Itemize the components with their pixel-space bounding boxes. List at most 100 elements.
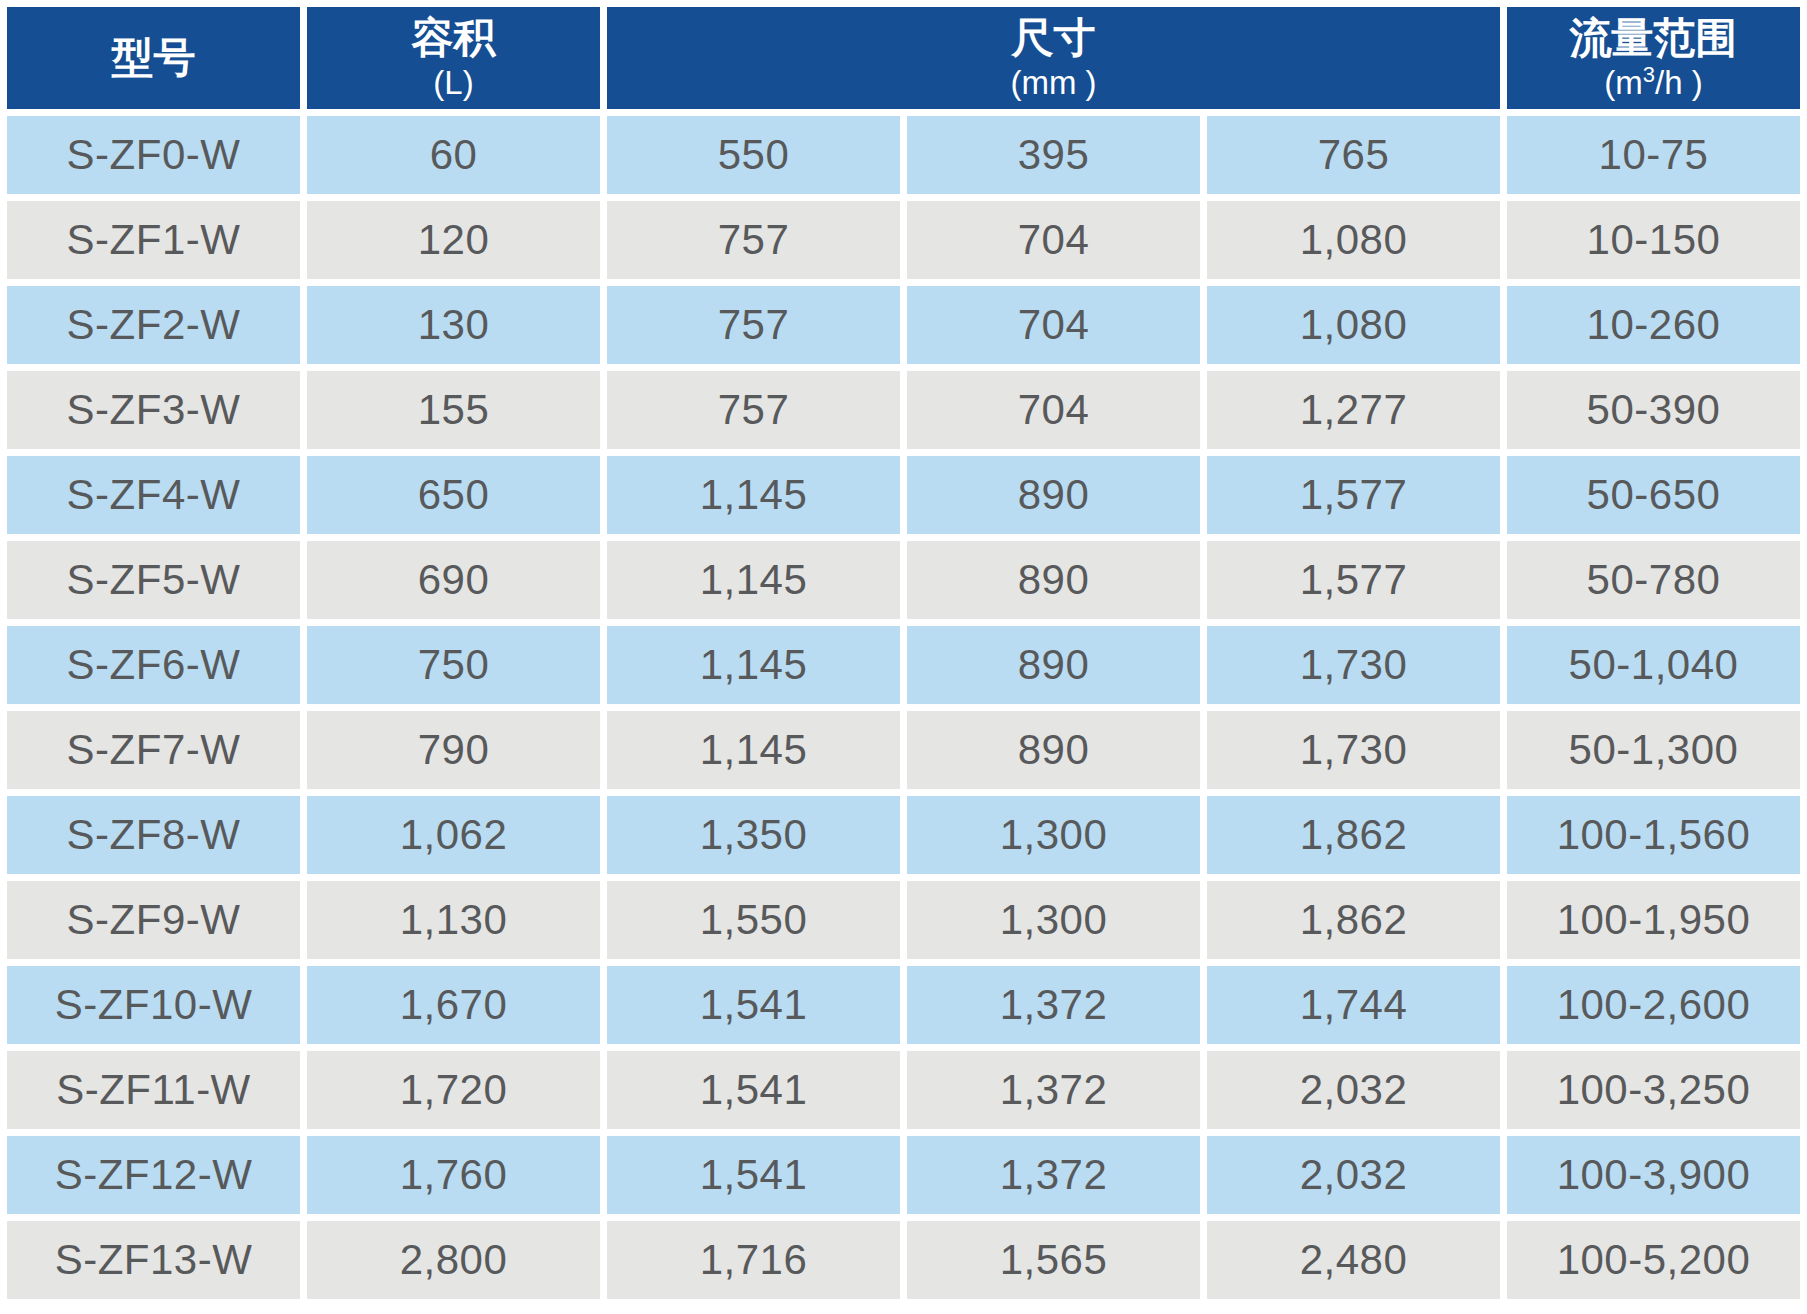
flow-range-cell: 50-1,040 bbox=[1507, 626, 1800, 704]
dimension1-cell: 1,550 bbox=[607, 881, 900, 959]
dimension2-cell: 890 bbox=[907, 626, 1200, 704]
header-flow-range-unit: (m3/h ) bbox=[1507, 63, 1800, 103]
volume-cell: 1,670 bbox=[307, 966, 600, 1044]
dimension2-cell: 890 bbox=[907, 711, 1200, 789]
dimension2-cell: 890 bbox=[907, 541, 1200, 619]
dimension1-cell: 757 bbox=[607, 286, 900, 364]
table-row: S-ZF8-W 1,062 1,350 1,300 1,862 100-1,56… bbox=[7, 796, 1800, 874]
flow-range-cell: 100-2,600 bbox=[1507, 966, 1800, 1044]
dimension3-cell: 1,080 bbox=[1207, 201, 1500, 279]
dimension2-cell: 395 bbox=[907, 116, 1200, 194]
flow-range-cell: 10-260 bbox=[1507, 286, 1800, 364]
table-row: S-ZF13-W 2,800 1,716 1,565 2,480 100-5,2… bbox=[7, 1221, 1800, 1299]
model-cell: S-ZF11-W bbox=[7, 1051, 300, 1129]
model-cell: S-ZF13-W bbox=[7, 1221, 300, 1299]
table-row: S-ZF5-W 690 1,145 890 1,577 50-780 bbox=[7, 541, 1800, 619]
flow-range-cell: 100-5,200 bbox=[1507, 1221, 1800, 1299]
table-row: S-ZF6-W 750 1,145 890 1,730 50-1,040 bbox=[7, 626, 1800, 704]
flow-range-cell: 100-1,950 bbox=[1507, 881, 1800, 959]
dimension1-cell: 1,145 bbox=[607, 711, 900, 789]
dimension1-cell: 1,350 bbox=[607, 796, 900, 874]
header-flow-range-label: 流量范围 bbox=[1507, 13, 1800, 63]
flow-range-cell: 100-3,900 bbox=[1507, 1136, 1800, 1214]
table-row: S-ZF7-W 790 1,145 890 1,730 50-1,300 bbox=[7, 711, 1800, 789]
volume-cell: 1,720 bbox=[307, 1051, 600, 1129]
dimension3-cell: 1,577 bbox=[1207, 541, 1500, 619]
flow-range-cell: 50-650 bbox=[1507, 456, 1800, 534]
dimension3-cell: 1,744 bbox=[1207, 966, 1500, 1044]
volume-cell: 1,062 bbox=[307, 796, 600, 874]
dimension2-cell: 1,372 bbox=[907, 966, 1200, 1044]
model-cell: S-ZF0-W bbox=[7, 116, 300, 194]
flow-range-cell: 100-3,250 bbox=[1507, 1051, 1800, 1129]
dimension2-cell: 890 bbox=[907, 456, 1200, 534]
model-cell: S-ZF8-W bbox=[7, 796, 300, 874]
flow-unit-pre: (m bbox=[1604, 64, 1642, 101]
dimension2-cell: 1,372 bbox=[907, 1136, 1200, 1214]
dimension1-cell: 550 bbox=[607, 116, 900, 194]
header-volume-unit: (L) bbox=[307, 63, 600, 103]
volume-cell: 750 bbox=[307, 626, 600, 704]
volume-cell: 120 bbox=[307, 201, 600, 279]
header-size-unit: (mm ) bbox=[607, 63, 1500, 103]
dimension2-cell: 1,372 bbox=[907, 1051, 1200, 1129]
dimension1-cell: 1,145 bbox=[607, 541, 900, 619]
flow-range-cell: 50-780 bbox=[1507, 541, 1800, 619]
header-row: 型号 容积 (L) 尺寸 (mm ) 流量范围 (m3/h ) bbox=[7, 7, 1800, 109]
dimension2-cell: 704 bbox=[907, 286, 1200, 364]
flow-unit-post: /h ) bbox=[1655, 64, 1703, 101]
dimension1-cell: 757 bbox=[607, 371, 900, 449]
dimension3-cell: 2,032 bbox=[1207, 1051, 1500, 1129]
dimension3-cell: 2,032 bbox=[1207, 1136, 1500, 1214]
spec-table-header: 型号 容积 (L) 尺寸 (mm ) 流量范围 (m3/h ) bbox=[7, 7, 1800, 109]
dimension1-cell: 1,541 bbox=[607, 1136, 900, 1214]
header-volume-label: 容积 bbox=[307, 13, 600, 63]
dimension3-cell: 765 bbox=[1207, 116, 1500, 194]
dimension1-cell: 757 bbox=[607, 201, 900, 279]
header-size-label: 尺寸 bbox=[607, 13, 1500, 63]
dimension3-cell: 1,730 bbox=[1207, 711, 1500, 789]
dimension3-cell: 2,480 bbox=[1207, 1221, 1500, 1299]
model-cell: S-ZF1-W bbox=[7, 201, 300, 279]
dimension1-cell: 1,145 bbox=[607, 626, 900, 704]
dimension3-cell: 1,080 bbox=[1207, 286, 1500, 364]
header-model-label: 型号 bbox=[7, 33, 300, 83]
flow-range-cell: 10-75 bbox=[1507, 116, 1800, 194]
dimension3-cell: 1,577 bbox=[1207, 456, 1500, 534]
flow-range-cell: 10-150 bbox=[1507, 201, 1800, 279]
model-cell: S-ZF3-W bbox=[7, 371, 300, 449]
table-row: S-ZF10-W 1,670 1,541 1,372 1,744 100-2,6… bbox=[7, 966, 1800, 1044]
flow-unit-superscript: 3 bbox=[1643, 62, 1655, 87]
dimension3-cell: 1,862 bbox=[1207, 881, 1500, 959]
header-cell-flow-range: 流量范围 (m3/h ) bbox=[1507, 7, 1800, 109]
model-cell: S-ZF4-W bbox=[7, 456, 300, 534]
model-cell: S-ZF2-W bbox=[7, 286, 300, 364]
model-cell: S-ZF6-W bbox=[7, 626, 300, 704]
volume-cell: 130 bbox=[307, 286, 600, 364]
table-row: S-ZF0-W 60 550 395 765 10-75 bbox=[7, 116, 1800, 194]
table-row: S-ZF4-W 650 1,145 890 1,577 50-650 bbox=[7, 456, 1800, 534]
volume-cell: 650 bbox=[307, 456, 600, 534]
dimension2-cell: 1,300 bbox=[907, 881, 1200, 959]
dimension3-cell: 1,277 bbox=[1207, 371, 1500, 449]
product-spec-table: 型号 容积 (L) 尺寸 (mm ) 流量范围 (m3/h ) S-ZF0-W … bbox=[0, 0, 1807, 1306]
dimension1-cell: 1,541 bbox=[607, 1051, 900, 1129]
dimension3-cell: 1,730 bbox=[1207, 626, 1500, 704]
header-cell-size: 尺寸 (mm ) bbox=[607, 7, 1500, 109]
table-row: S-ZF1-W 120 757 704 1,080 10-150 bbox=[7, 201, 1800, 279]
volume-cell: 690 bbox=[307, 541, 600, 619]
dimension2-cell: 704 bbox=[907, 201, 1200, 279]
model-cell: S-ZF9-W bbox=[7, 881, 300, 959]
volume-cell: 60 bbox=[307, 116, 600, 194]
volume-cell: 1,130 bbox=[307, 881, 600, 959]
header-cell-model: 型号 bbox=[7, 7, 300, 109]
flow-range-cell: 50-1,300 bbox=[1507, 711, 1800, 789]
dimension2-cell: 704 bbox=[907, 371, 1200, 449]
table-row: S-ZF9-W 1,130 1,550 1,300 1,862 100-1,95… bbox=[7, 881, 1800, 959]
table-row: S-ZF11-W 1,720 1,541 1,372 2,032 100-3,2… bbox=[7, 1051, 1800, 1129]
dimension1-cell: 1,541 bbox=[607, 966, 900, 1044]
dimension2-cell: 1,300 bbox=[907, 796, 1200, 874]
table-row: S-ZF3-W 155 757 704 1,277 50-390 bbox=[7, 371, 1800, 449]
dimension3-cell: 1,862 bbox=[1207, 796, 1500, 874]
dimension1-cell: 1,145 bbox=[607, 456, 900, 534]
